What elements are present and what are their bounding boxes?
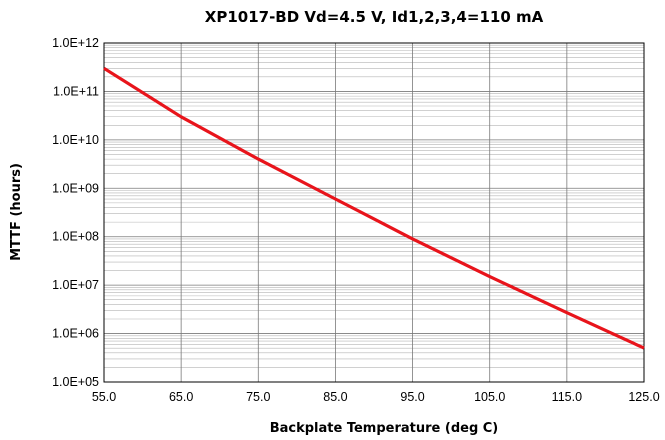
x-tick-label: 105.0 — [474, 390, 505, 404]
minor-gridlines — [104, 44, 644, 368]
y-tick-label: 1.0E+07 — [52, 278, 99, 292]
y-tick-label: 1.0E+05 — [52, 375, 99, 389]
plot-area — [103, 42, 645, 383]
series-layer — [103, 66, 645, 350]
x-tick-label: 95.0 — [400, 390, 424, 404]
y-tick-label: 1.0E+11 — [53, 84, 99, 98]
x-tick-label: 75.0 — [246, 390, 270, 404]
y-tick-label: 1.0E+08 — [52, 230, 99, 244]
x-tick-label: 65.0 — [169, 390, 193, 404]
y-axis-title: MTTF (hours) — [9, 163, 24, 261]
chart-title: XP1017-BD Vd=4.5 V, Id1,2,3,4=110 mA — [205, 8, 544, 26]
x-tick-label: 55.0 — [92, 390, 116, 404]
x-tick-labels: 55.0 65.0 75.0 85.0 95.0 105.0 115.0 125.0 — [92, 390, 660, 404]
x-axis-title: Backplate Temperature (deg C) — [270, 421, 499, 436]
x-tick-label: 115.0 — [552, 390, 582, 404]
x-tick-label: 85.0 — [323, 390, 347, 404]
y-tick-label: 1.0E+09 — [52, 181, 99, 195]
y-tick-label: 1.0E+10 — [52, 133, 99, 147]
series-line — [103, 66, 645, 350]
y-tick-label: 1.0E+12 — [52, 36, 99, 50]
x-tick-label: 125.0 — [628, 390, 659, 404]
y-tick-label: 1.0E+06 — [52, 327, 99, 341]
y-tick-labels: 1.0E+05 1.0E+06 1.0E+07 1.0E+08 1.0E+09 1.0E+… — [52, 36, 99, 389]
